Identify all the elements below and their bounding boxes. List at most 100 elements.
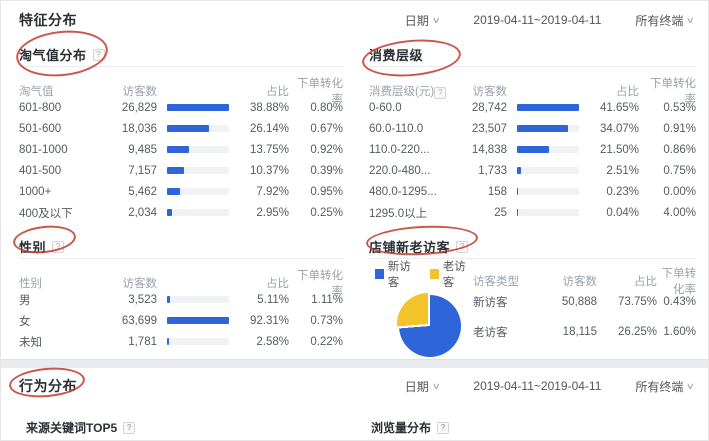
share-value: 92.31% bbox=[249, 314, 289, 327]
share-value: 2.51% bbox=[606, 164, 639, 177]
bar-track bbox=[517, 209, 579, 216]
help-icon[interactable]: ? bbox=[437, 421, 450, 434]
bar-cell bbox=[163, 338, 237, 345]
row-label: 480.0-1295... bbox=[369, 185, 437, 198]
share-value: 10.37% bbox=[249, 164, 289, 177]
visitors-value: 28,742 bbox=[471, 101, 507, 114]
column-header: 性别 bbox=[19, 278, 42, 290]
visitors-value: 5,462 bbox=[128, 185, 157, 198]
value-bar bbox=[517, 125, 568, 132]
bar-track bbox=[517, 167, 579, 174]
bar-cell bbox=[163, 209, 237, 216]
conversion-value: 0.43% bbox=[663, 296, 696, 308]
bar-cell bbox=[163, 188, 237, 195]
taoqi-value-section: 淘气值分布 ? 淘气值 访客数 占比 下单转化率 601-800 26,829 38.88%… bbox=[19, 37, 343, 225]
value-bar bbox=[517, 167, 521, 174]
value-bar bbox=[167, 317, 229, 324]
visitors-value: 9,485 bbox=[128, 143, 157, 156]
help-icon[interactable]: ? bbox=[456, 240, 469, 253]
column-header: 占比 bbox=[634, 276, 657, 288]
table-row: 110.0-220... 14,838 21.50% 0.86% bbox=[369, 139, 696, 160]
visitors-value: 63,699 bbox=[121, 314, 157, 327]
share-value: 26.14% bbox=[249, 122, 289, 135]
row-label: 女 bbox=[19, 315, 31, 328]
bar-track bbox=[167, 146, 229, 153]
value-bar bbox=[167, 125, 209, 132]
row-label: 1000+ bbox=[19, 185, 52, 198]
bar-track bbox=[517, 188, 579, 195]
terminal-dropdown[interactable]: 所有终端 ∨ bbox=[635, 378, 696, 395]
bar-cell bbox=[513, 188, 587, 195]
value-bar bbox=[167, 209, 172, 216]
row-label: 男 bbox=[19, 294, 31, 307]
conversion-value: 0.67% bbox=[310, 122, 343, 135]
bar-track bbox=[167, 317, 229, 324]
help-icon[interactable]: ? bbox=[434, 87, 447, 99]
gender-section: 性别 ? 性别 访客数 占比 下单转化率男 3,523 5.11% 1.11% 女 63,699… bbox=[19, 229, 343, 357]
column-header: 占比 bbox=[266, 86, 289, 98]
table-row: 1000+ 5,462 7.92% 0.95% bbox=[19, 181, 343, 202]
table-row: 501-600 18,036 26.14% 0.67% bbox=[19, 118, 343, 139]
table-header-row: 性别 访客数 占比 下单转化率 bbox=[19, 267, 343, 298]
bar-cell bbox=[513, 104, 587, 111]
conversion-value: 0.53% bbox=[663, 101, 696, 114]
behavior-header-controls: 日期 ∨ 2019-04-11~2019-04-11 所有终端 ∨ bbox=[405, 378, 696, 395]
terminal-dropdown-label: 所有终端 bbox=[635, 379, 684, 394]
chevron-down-icon: ∨ bbox=[686, 380, 696, 391]
date-range-field[interactable]: 2019-04-11~2019-04-11 bbox=[473, 13, 602, 27]
pageviews-label: 浏览量分布 bbox=[371, 421, 432, 435]
row-label: 60.0-110.0 bbox=[369, 122, 424, 135]
share-value: 13.75% bbox=[249, 143, 289, 156]
date-dropdown[interactable]: 日期 ∨ bbox=[405, 12, 441, 29]
help-icon[interactable]: ? bbox=[123, 421, 136, 434]
conversion-value: 1.11% bbox=[311, 293, 343, 306]
conversion-value: 0.95% bbox=[310, 185, 343, 198]
share-value: 0.23% bbox=[606, 185, 639, 198]
row-label: 501-600 bbox=[19, 122, 62, 135]
conversion-value: 4.00% bbox=[663, 206, 696, 219]
bar-track bbox=[517, 146, 579, 153]
new-old-visitors-section: 店铺新老访客 ? 新访客 老访客 访客类型 访客数 占比 下单转化率 新访客 50,888 7… bbox=[369, 229, 696, 357]
chevron-down-icon: ∨ bbox=[431, 14, 441, 25]
help-icon[interactable]: ? bbox=[92, 48, 105, 61]
feature-header-controls: 日期 ∨ 2019-04-11~2019-04-11 所有终端 ∨ bbox=[405, 12, 696, 29]
bar-cell bbox=[513, 209, 587, 216]
column-header: 下单转化率 bbox=[297, 270, 343, 298]
column-header: 消费层级(元)? bbox=[369, 83, 457, 99]
row-label: 新访客 bbox=[473, 297, 508, 309]
conversion-value: 0.73% bbox=[310, 314, 343, 327]
share-value: 2.58% bbox=[256, 335, 289, 348]
legend-swatch bbox=[430, 269, 439, 279]
chevron-down-icon: ∨ bbox=[686, 14, 696, 25]
bar-track bbox=[517, 104, 579, 111]
table-row: 男 3,523 5.11% 1.11% bbox=[19, 289, 343, 310]
date-dropdown[interactable]: 日期 ∨ bbox=[405, 378, 441, 395]
column-header: 下单转化率 bbox=[650, 78, 696, 106]
legend-swatch bbox=[375, 269, 384, 279]
table-header-row: 淘气值 访客数 占比 下单转化率 bbox=[19, 75, 343, 106]
row-label: 未知 bbox=[19, 336, 42, 349]
date-range-field[interactable]: 2019-04-11~2019-04-11 bbox=[473, 379, 602, 393]
conversion-value: 0.92% bbox=[310, 143, 343, 156]
legend-item[interactable]: 新访客 bbox=[375, 258, 418, 290]
pie-slice-old-visitors[interactable] bbox=[397, 293, 459, 355]
legend-label: 老访客 bbox=[442, 261, 466, 289]
conversion-value: 0.22% bbox=[310, 335, 343, 348]
value-bar bbox=[517, 146, 549, 153]
bar-track bbox=[167, 104, 229, 111]
terminal-dropdown[interactable]: 所有终端 ∨ bbox=[635, 12, 696, 29]
visitors-table: 访客类型 访客数 占比 下单转化率 新访客 50,888 73.75% 0.43% 老访客 18,… bbox=[473, 265, 696, 359]
source-keywords-label: 来源关键词TOP5 bbox=[26, 421, 118, 435]
feature-panel-header: 特征分布 日期 ∨ 2019-04-11~2019-04-11 所有终端 ∨ bbox=[19, 9, 696, 31]
column-header: 访客数 bbox=[472, 86, 508, 98]
table-row: 老访客 18,115 26.25% 1.60% bbox=[473, 317, 696, 347]
table-row: 401-500 7,157 10.37% 0.39% bbox=[19, 160, 343, 181]
bar-cell bbox=[163, 317, 237, 324]
bar-track bbox=[167, 125, 229, 132]
legend-item[interactable]: 老访客 bbox=[430, 258, 473, 290]
consumption-table: 消费层级(元)? 访客数 占比 下单转化率 0-60.0 28,742 41.65% 0.53… bbox=[369, 75, 696, 223]
source-keywords-title: 来源关键词TOP5 ? bbox=[26, 419, 136, 436]
gender-table: 性别 访客数 占比 下单转化率男 3,523 5.11% 1.11% 女 63,699 92.31… bbox=[19, 267, 343, 352]
value-bar bbox=[167, 104, 229, 111]
help-icon[interactable]: ? bbox=[52, 240, 65, 253]
